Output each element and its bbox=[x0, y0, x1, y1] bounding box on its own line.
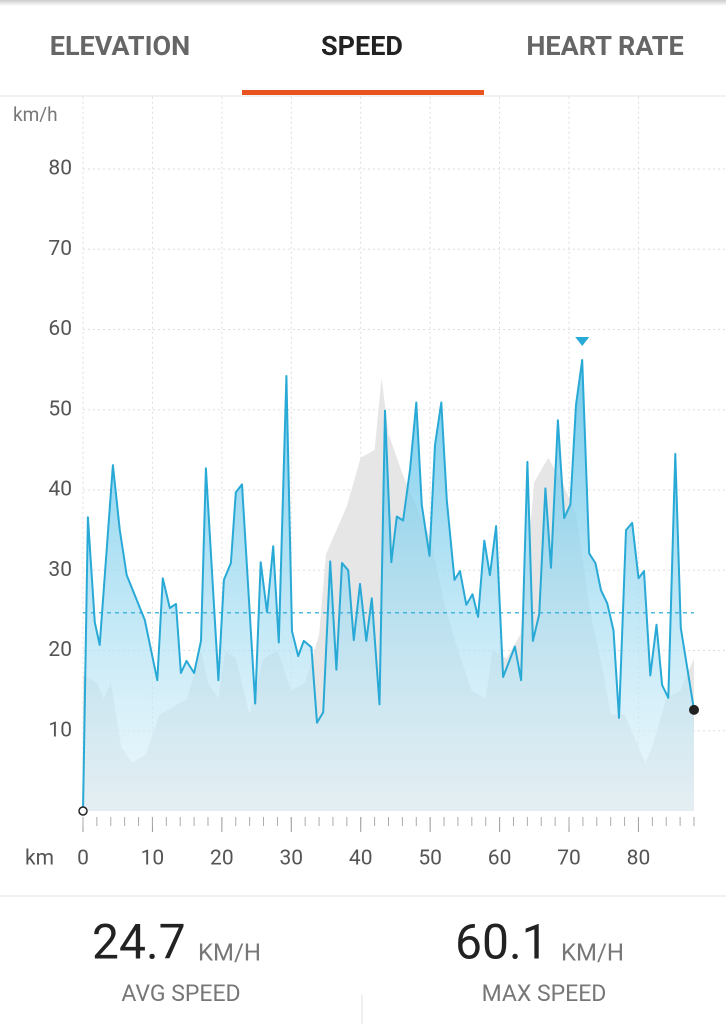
y-unit: km/h bbox=[13, 103, 58, 126]
line bbox=[82, 359, 695, 812]
start-point bbox=[78, 806, 88, 816]
area bbox=[83, 360, 694, 811]
y-tick-label: 60 bbox=[48, 317, 72, 341]
x-tick-label: 40 bbox=[349, 847, 373, 871]
x-tick-label: 0 bbox=[77, 847, 89, 871]
plot: 10 20 30 40 50 60 70 80 0 10 20 30 40 50 60 70 80 bbox=[48, 96, 726, 871]
x-tick-label: 80 bbox=[627, 847, 651, 871]
y-tick-label: 10 bbox=[48, 718, 72, 742]
y-tick-label: 50 bbox=[48, 397, 72, 421]
stat-label: MAX SPEED bbox=[482, 980, 607, 1007]
y-tick-label: 70 bbox=[48, 237, 72, 261]
y-tick-label: 80 bbox=[48, 157, 72, 181]
x-tick-label: 10 bbox=[141, 847, 165, 871]
tab[interactable]: ELEVATION bbox=[50, 30, 190, 62]
x-tick-label: 30 bbox=[279, 847, 303, 871]
tab[interactable]: SPEED bbox=[321, 30, 403, 62]
stat-value: 60.1 bbox=[455, 914, 549, 971]
x-tick-label: 70 bbox=[557, 847, 581, 871]
tab[interactable]: HEART RATE bbox=[526, 30, 683, 62]
stat-label: AVG SPEED bbox=[121, 980, 240, 1007]
stat-value: 24.7 bbox=[92, 914, 186, 971]
y-tick-label: 30 bbox=[48, 558, 72, 582]
stat-unit: KM/H bbox=[561, 938, 624, 966]
stat-unit: KM/H bbox=[198, 938, 261, 966]
top-shadow bbox=[0, 0, 726, 6]
x-unit: km bbox=[25, 847, 54, 871]
max-marker bbox=[575, 336, 590, 346]
x-tick-label: 20 bbox=[210, 847, 234, 871]
y-tick-label: 40 bbox=[48, 478, 72, 502]
tab-indicator bbox=[242, 90, 484, 95]
x-tick-label: 50 bbox=[418, 847, 442, 871]
end-point bbox=[689, 704, 699, 715]
y-tick-label: 20 bbox=[48, 638, 72, 662]
x-tick-label: 60 bbox=[488, 847, 512, 871]
